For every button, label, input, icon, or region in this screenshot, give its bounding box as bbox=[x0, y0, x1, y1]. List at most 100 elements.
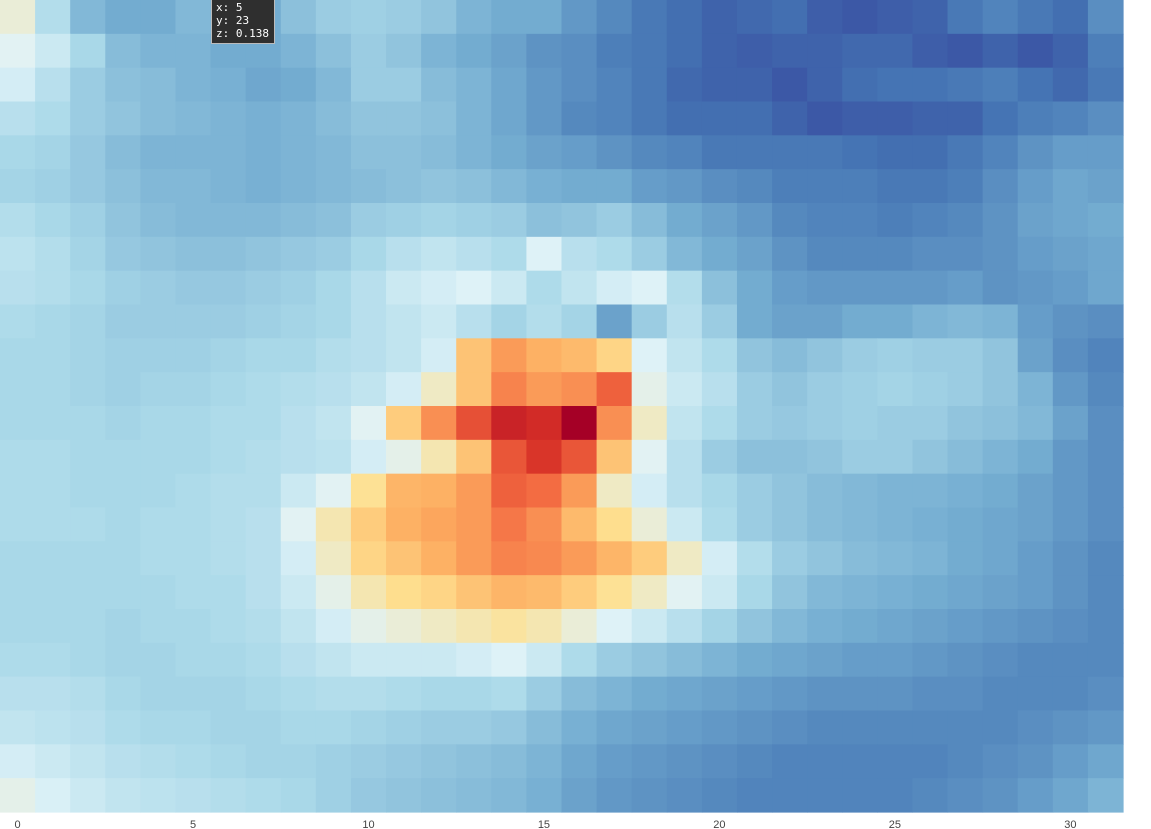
heatmap-cell[interactable] bbox=[1087, 33, 1124, 69]
heatmap-cell[interactable] bbox=[35, 439, 71, 475]
heatmap-cell[interactable] bbox=[772, 135, 808, 170]
heatmap-cell[interactable] bbox=[245, 439, 282, 475]
heatmap-cell[interactable] bbox=[561, 473, 598, 509]
heatmap-cell[interactable] bbox=[245, 372, 282, 407]
heatmap-cell[interactable] bbox=[105, 473, 141, 509]
heatmap-cell[interactable] bbox=[421, 406, 457, 441]
heatmap-cell[interactable] bbox=[175, 575, 212, 610]
heatmap-cell[interactable] bbox=[982, 338, 1019, 373]
heatmap-cell[interactable] bbox=[456, 270, 492, 306]
heatmap-cell[interactable] bbox=[175, 135, 212, 170]
heatmap-cell[interactable] bbox=[386, 744, 422, 779]
heatmap-cell[interactable] bbox=[245, 609, 282, 644]
heatmap-cell[interactable] bbox=[842, 0, 878, 35]
heatmap-cell[interactable] bbox=[70, 507, 106, 542]
heatmap-cell[interactable] bbox=[421, 203, 457, 238]
heatmap-cell[interactable] bbox=[456, 609, 492, 644]
heatmap-cell[interactable] bbox=[386, 609, 422, 644]
heatmap-cell[interactable] bbox=[736, 372, 773, 407]
heatmap-cell[interactable] bbox=[175, 744, 212, 779]
heatmap-cell[interactable] bbox=[280, 473, 317, 509]
heatmap-cell[interactable] bbox=[105, 67, 141, 103]
heatmap-cell[interactable] bbox=[877, 169, 914, 204]
heatmap-cell[interactable] bbox=[456, 67, 492, 103]
heatmap-cell[interactable] bbox=[701, 744, 738, 779]
heatmap-cell[interactable] bbox=[1052, 778, 1089, 813]
heatmap-cell[interactable] bbox=[596, 710, 633, 745]
heatmap-cell[interactable] bbox=[596, 439, 633, 475]
heatmap-cell[interactable] bbox=[1087, 270, 1124, 306]
heatmap-cell[interactable] bbox=[631, 33, 668, 69]
heatmap-cell[interactable] bbox=[456, 473, 492, 509]
heatmap-cell[interactable] bbox=[807, 0, 843, 35]
heatmap-cell[interactable] bbox=[666, 609, 703, 644]
heatmap-cell[interactable] bbox=[912, 507, 949, 542]
heatmap-cell[interactable] bbox=[1052, 507, 1089, 542]
heatmap-cell[interactable] bbox=[807, 575, 843, 610]
heatmap-cell[interactable] bbox=[35, 338, 71, 373]
heatmap-cell[interactable] bbox=[280, 338, 317, 373]
heatmap-cell[interactable] bbox=[561, 710, 598, 745]
heatmap-cell[interactable] bbox=[210, 710, 247, 745]
heatmap-cell[interactable] bbox=[772, 236, 808, 272]
heatmap-cell[interactable] bbox=[877, 642, 914, 678]
heatmap-cell[interactable] bbox=[456, 169, 492, 204]
heatmap-cell[interactable] bbox=[315, 304, 352, 339]
heatmap-cell[interactable] bbox=[912, 236, 949, 272]
heatmap-cell[interactable] bbox=[947, 778, 984, 813]
heatmap-cell[interactable] bbox=[736, 33, 773, 69]
heatmap-cell[interactable] bbox=[736, 270, 773, 306]
heatmap-cell[interactable] bbox=[807, 33, 843, 69]
heatmap-cell[interactable] bbox=[526, 33, 563, 69]
heatmap-cell[interactable] bbox=[280, 575, 317, 610]
heatmap-cell[interactable] bbox=[245, 203, 282, 238]
heatmap-cell[interactable] bbox=[736, 473, 773, 509]
heatmap-cell[interactable] bbox=[140, 439, 177, 475]
heatmap-cell[interactable] bbox=[140, 676, 177, 712]
heatmap-cell[interactable] bbox=[736, 236, 773, 272]
heatmap-cell[interactable] bbox=[386, 710, 422, 745]
heatmap-cell[interactable] bbox=[35, 203, 71, 238]
heatmap-cell[interactable] bbox=[1087, 507, 1124, 542]
heatmap-cell[interactable] bbox=[1017, 676, 1054, 712]
heatmap-cell[interactable] bbox=[350, 541, 387, 576]
heatmap-cell[interactable] bbox=[912, 304, 949, 339]
heatmap-cell[interactable] bbox=[35, 0, 71, 35]
heatmap-cell[interactable] bbox=[631, 169, 668, 204]
heatmap-cell[interactable] bbox=[1052, 135, 1089, 170]
heatmap-cell[interactable] bbox=[561, 338, 598, 373]
heatmap-cell[interactable] bbox=[807, 338, 843, 373]
heatmap-cell[interactable] bbox=[877, 778, 914, 813]
heatmap-cell[interactable] bbox=[982, 169, 1019, 204]
heatmap-cell[interactable] bbox=[912, 744, 949, 779]
heatmap-cell[interactable] bbox=[350, 67, 387, 103]
heatmap-cell[interactable] bbox=[666, 372, 703, 407]
heatmap-cell[interactable] bbox=[280, 710, 317, 745]
heatmap-cell[interactable] bbox=[1087, 0, 1124, 35]
heatmap-cell[interactable] bbox=[701, 676, 738, 712]
heatmap-cell[interactable] bbox=[982, 609, 1019, 644]
heatmap-cell[interactable] bbox=[596, 236, 633, 272]
heatmap-cell[interactable] bbox=[772, 101, 808, 136]
heatmap-cell[interactable] bbox=[210, 304, 247, 339]
heatmap-cell[interactable] bbox=[0, 642, 36, 678]
heatmap-cell[interactable] bbox=[526, 575, 563, 610]
heatmap-cell[interactable] bbox=[315, 676, 352, 712]
heatmap-cell[interactable] bbox=[1052, 406, 1089, 441]
heatmap-cell[interactable] bbox=[701, 67, 738, 103]
heatmap-cell[interactable] bbox=[1087, 372, 1124, 407]
heatmap-cell[interactable] bbox=[526, 676, 563, 712]
heatmap-cell[interactable] bbox=[561, 270, 598, 306]
heatmap-cell[interactable] bbox=[35, 473, 71, 509]
heatmap-cell[interactable] bbox=[526, 642, 563, 678]
heatmap-cell[interactable] bbox=[1087, 676, 1124, 712]
heatmap-cell[interactable] bbox=[701, 575, 738, 610]
heatmap-cell[interactable] bbox=[561, 236, 598, 272]
heatmap-cell[interactable] bbox=[842, 406, 878, 441]
heatmap-cell[interactable] bbox=[736, 406, 773, 441]
heatmap-cell[interactable] bbox=[842, 642, 878, 678]
heatmap-cell[interactable] bbox=[0, 338, 36, 373]
heatmap-cell[interactable] bbox=[947, 609, 984, 644]
heatmap-cell[interactable] bbox=[1052, 169, 1089, 204]
heatmap-cell[interactable] bbox=[70, 33, 106, 69]
